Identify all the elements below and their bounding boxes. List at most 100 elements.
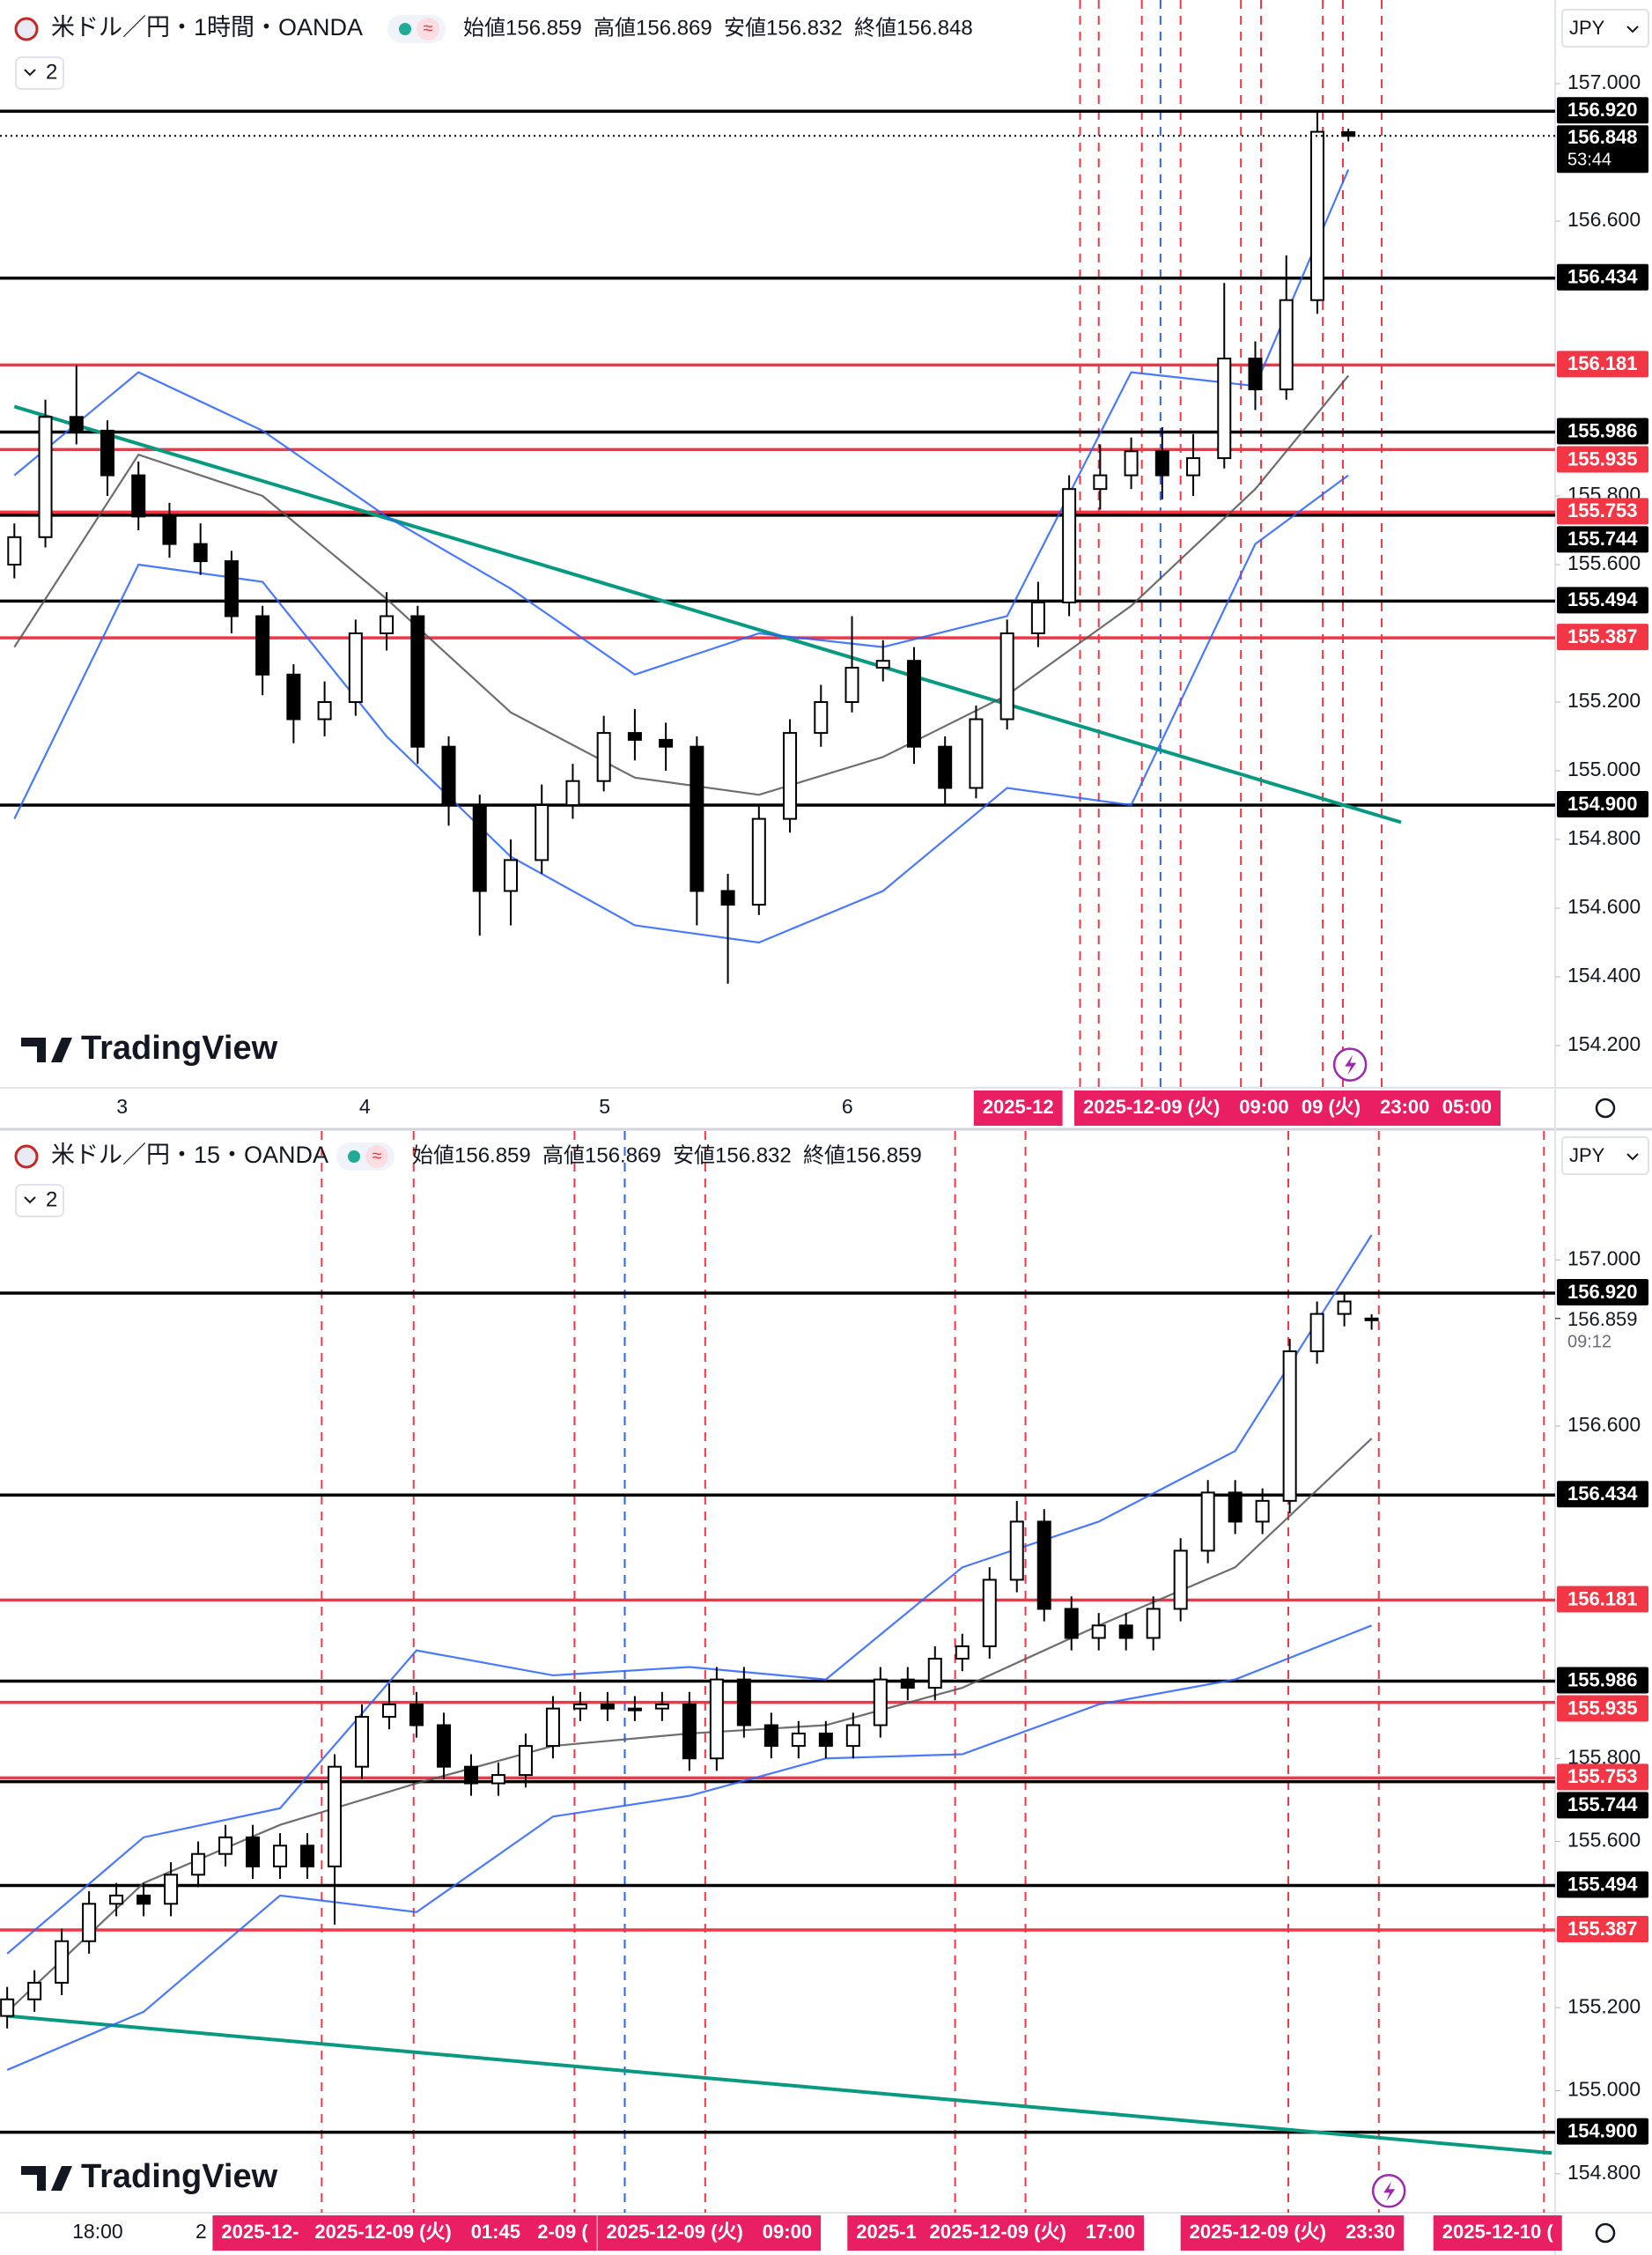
collapse-button[interactable] [15,1184,64,1217]
level-label: 155.753 [1567,499,1638,521]
level-label-bg [1557,97,1648,124]
candle-body [969,718,984,789]
y-tick-label: 155.200 [1567,689,1641,712]
candle-body [224,560,239,617]
level-label: 155.935 [1567,1697,1638,1719]
candle-body [844,667,859,703]
candle-body [873,1678,888,1726]
candle-body [503,859,518,892]
candle-body [136,1894,151,1905]
crosshair-time-bg [1180,2215,1405,2251]
level-label-bg [1557,1481,1648,1508]
level-label-bg [1557,263,1648,291]
candle-body [273,1845,288,1867]
settings-icon[interactable] [1595,1098,1616,1119]
candle-body [545,1707,560,1748]
currency-select[interactable] [1561,9,1649,48]
candle-body [938,745,953,789]
candle-body [1282,1350,1297,1502]
crosshair-time-bg [847,2215,926,2251]
crosshair-time-label: 2025-12-09 (火) 01:45 [314,2221,520,2243]
candle-body [463,1765,478,1785]
crosshair-time-bg [920,2215,1145,2251]
candle-body [1200,1491,1215,1552]
candle-body [1146,1608,1161,1639]
watermark: TradingView [81,2158,278,2195]
level-label-bg [1557,587,1648,614]
event-bolt [1383,2181,1396,2202]
candle-body [0,1998,15,2017]
candle-body [441,745,456,807]
symbol-title: 米ドル／円・1時間・OANDA [51,14,363,41]
collapse-chevron [24,69,36,77]
level-label-bg [1557,1763,1648,1791]
y-tick-label: 155.600 [1567,1829,1641,1852]
level-label-bg [1557,418,1648,445]
candle-body [535,804,549,861]
ohlc-value: 高値156.869 [542,1143,661,1167]
current-price: 156.859 [1567,1308,1638,1330]
crosshair-time-label: 2025-12-09 (火) 09:00 [1083,1096,1289,1118]
candle-body [709,1678,724,1760]
candle-body [518,1745,533,1777]
status-alert [417,18,439,41]
currency-select[interactable] [1561,1136,1649,1175]
candle-body [659,738,674,748]
candle-body [436,1724,451,1768]
candle-body [69,416,84,432]
candle-body [565,780,580,807]
candle-body [218,1836,233,1855]
settings-icon[interactable] [1595,2222,1616,2244]
candle-body [355,1716,370,1768]
candle-body [763,1724,778,1748]
bollinger-band [6,1234,1373,1955]
candle-body [472,804,487,892]
candle-body [1186,457,1201,477]
candle-body [100,429,114,477]
level-label-bg [1557,2118,1648,2145]
level-label-bg [1557,1871,1648,1898]
level-label: 155.986 [1567,1668,1638,1690]
candle-body [572,1703,587,1710]
symbol-flag [14,1144,39,1169]
candle-body [255,615,270,676]
candle-body [109,1894,124,1905]
candle-body [736,1678,751,1726]
candle-body [286,673,301,721]
crosshair-time-label: 2-09 ( [537,2221,588,2243]
y-tick-label: 154.800 [1567,2161,1641,2184]
y-tick-label: 155.000 [1567,2078,1641,2101]
crosshair-time-label: 2025-12- [221,2221,299,2243]
candle-body [380,615,395,634]
level-label: 154.900 [1567,793,1638,815]
event-bolt [1345,1054,1357,1076]
ohlc-value: 安値156.832 [673,1143,792,1167]
candle-body [818,1732,833,1748]
level-label: 154.900 [1567,2119,1638,2141]
y-tick-label: 156.600 [1567,208,1641,231]
candle-body [1279,299,1294,391]
candle-body [875,660,890,669]
countdown: 09:12 [1567,1332,1611,1351]
level-label-bg [1557,791,1648,817]
candle-body [1309,130,1324,301]
x-tick-label: 5 [599,1095,610,1118]
x-tick-label: 2 [195,2220,207,2243]
level-label: 156.434 [1567,266,1638,288]
level-label: 156.920 [1567,99,1638,121]
status-alert-icon: ≈ [424,18,433,38]
y-tick-label: 157.000 [1567,1246,1641,1269]
candle-body [38,416,53,538]
candle-body [1091,1624,1106,1639]
level-label: 155.494 [1567,588,1638,610]
candle-body [55,1940,70,1984]
status-dot [399,23,411,35]
symbol-flag [14,17,39,41]
crosshair-time-bg [1433,2215,1562,2251]
candle-body [1173,1549,1188,1610]
crosshair-time-bg [1073,1091,1298,1126]
candle-body [410,615,425,748]
candle-body [600,1703,615,1710]
collapse-button[interactable] [15,56,64,90]
